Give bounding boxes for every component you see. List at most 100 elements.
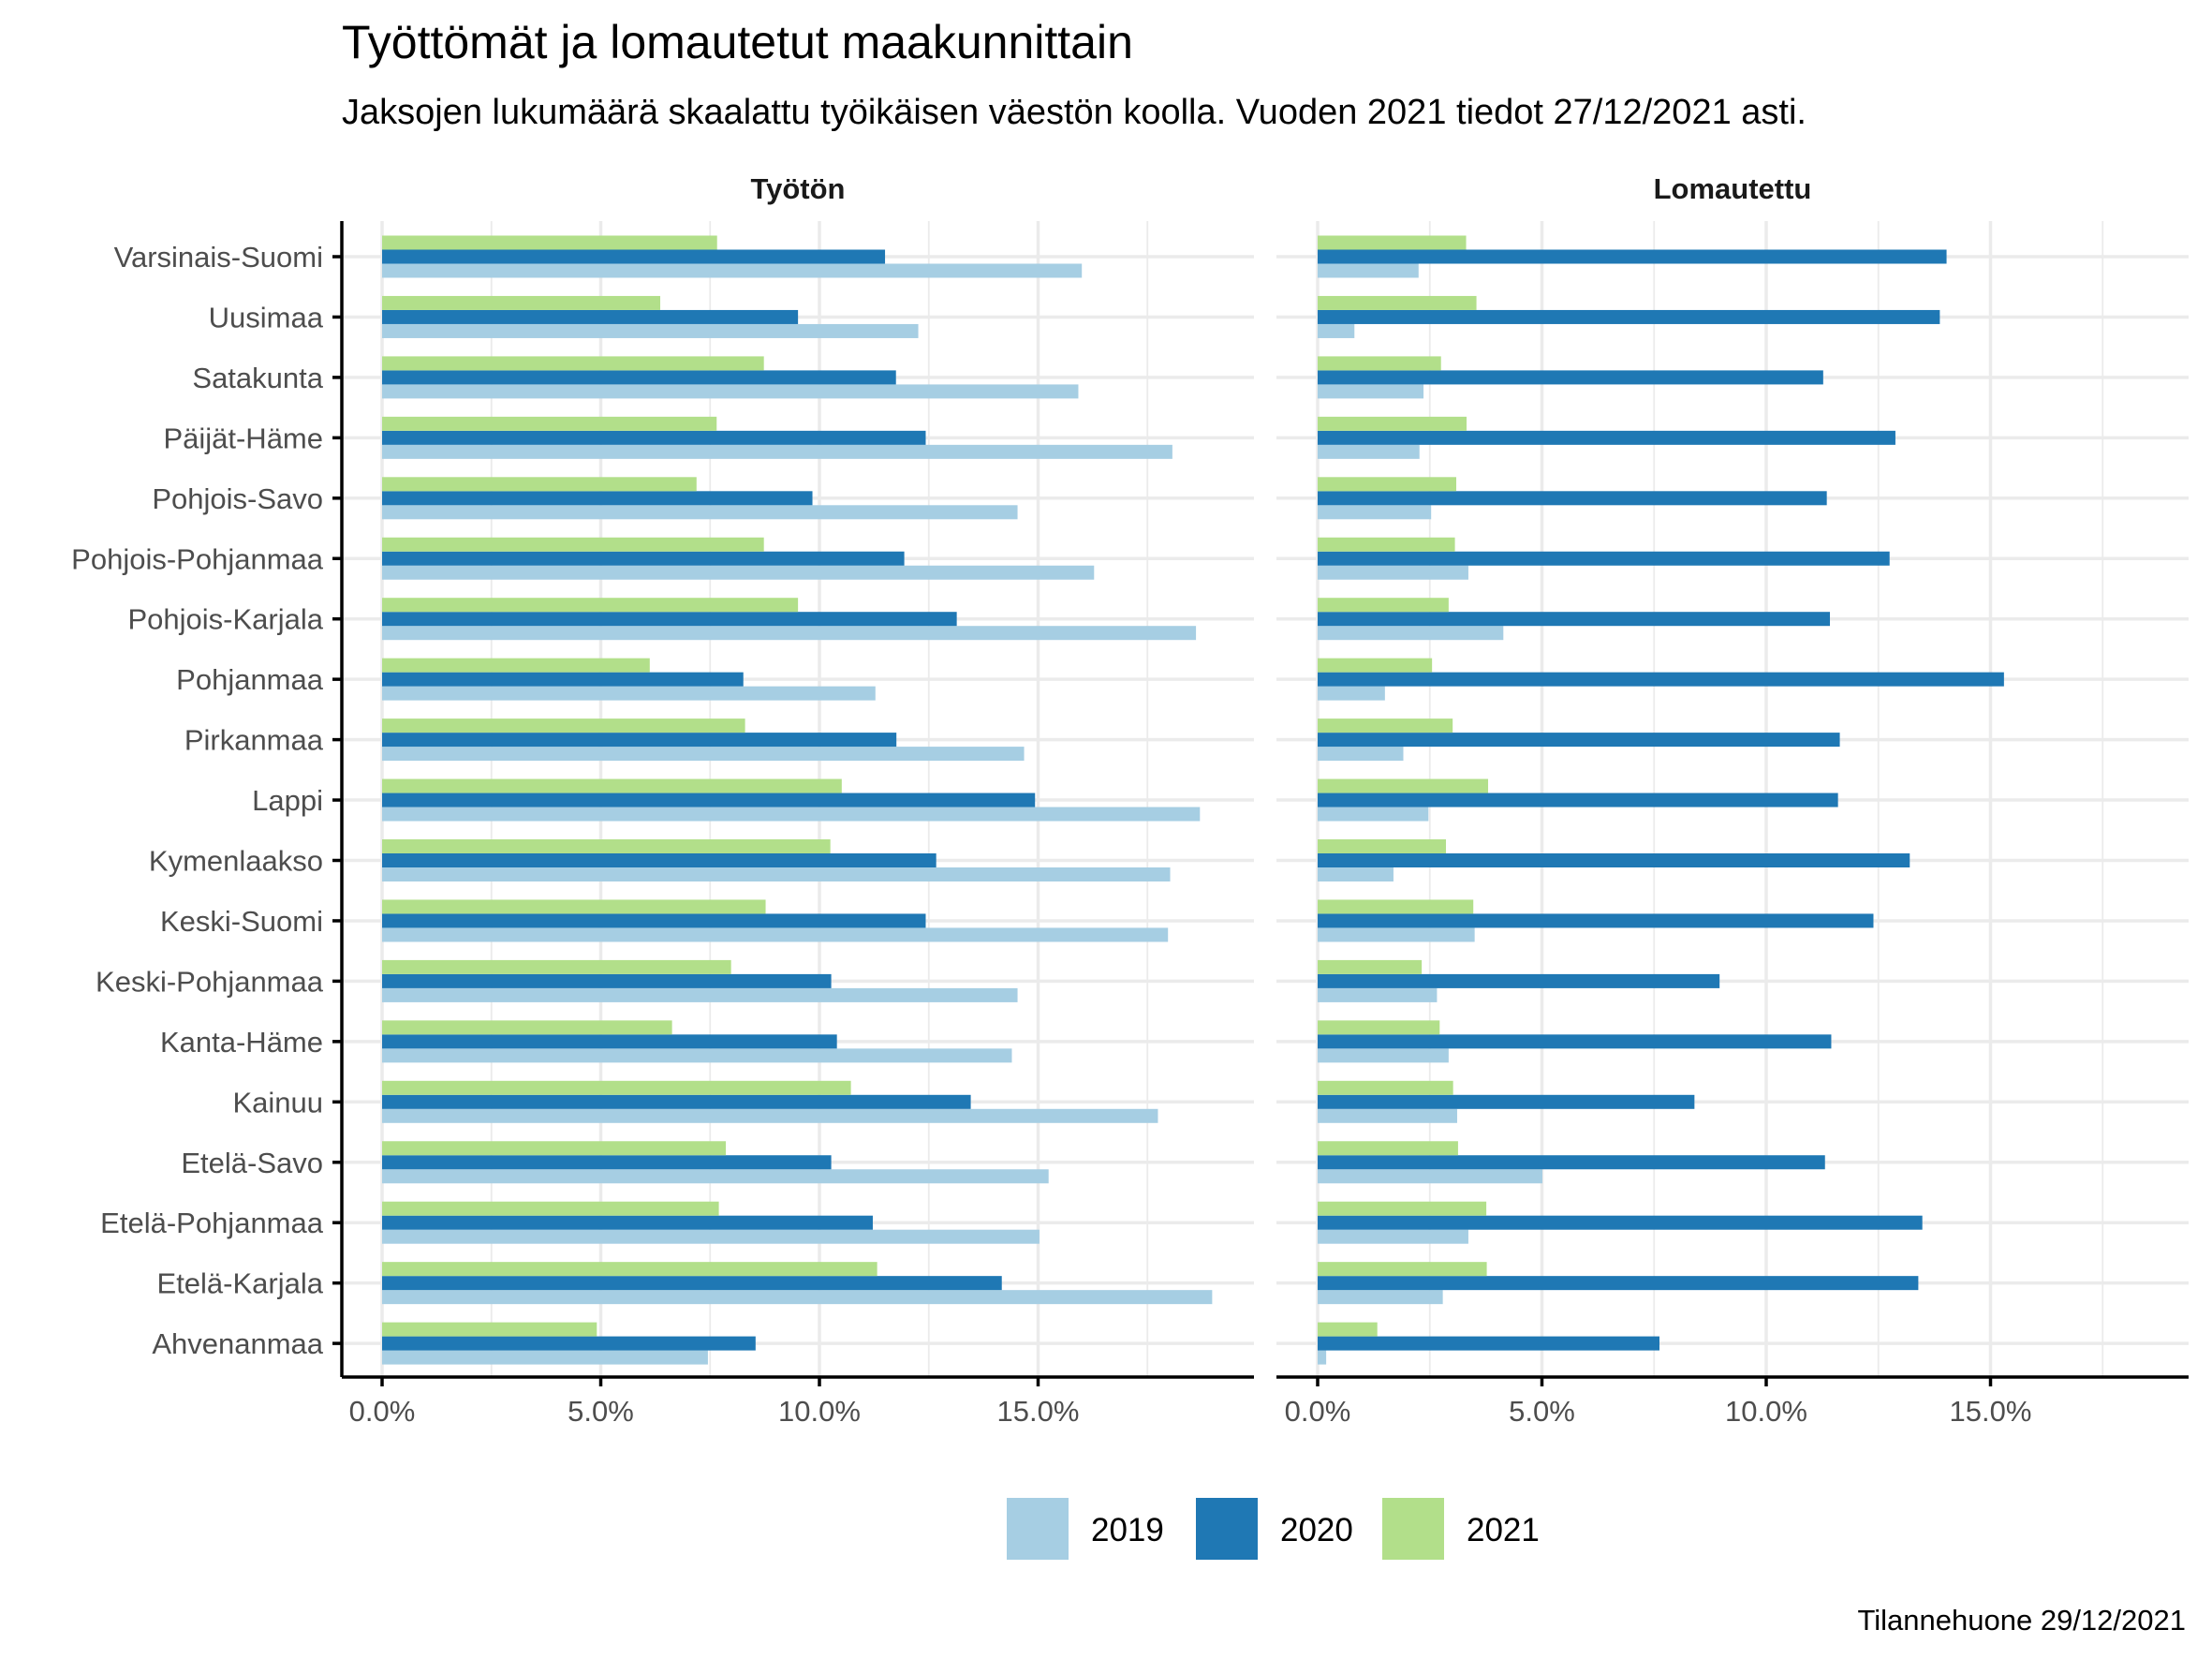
y-tick-label: Etelä-Karjala [157,1267,324,1300]
legend-label: 2021 [1467,1512,1540,1548]
bar-2021-Etelä-Savo [382,1141,727,1156]
bar-2020-Uusimaa [382,309,799,324]
bar-2020-Pohjois-Savo [1318,491,1827,506]
bar-2020-Pohjois-Pohjanmaa [1318,551,1890,566]
bar-2019-Pohjois-Karjala [382,626,1197,641]
bar-2020-Pohjanmaa [1318,672,2004,687]
series-2020 [382,249,1036,1351]
bar-2020-Uusimaa [1318,309,1940,324]
bar-2020-Kanta-Häme [382,1034,837,1049]
bar-2019-Satakunta [382,384,1079,399]
bar-2021-Kanta-Häme [382,1020,672,1035]
bar-2021-Lappi [382,778,842,793]
bar-2021-Lappi [1318,778,1489,793]
y-tick-label: Kainuu [232,1086,323,1118]
bar-2021-Keski-Suomi [382,899,766,914]
bar-2019-Keski-Pohjanmaa [1318,987,1438,1002]
bar-2021-Pohjois-Pohjanmaa [1318,537,1455,552]
bar-2020-Kainuu [1318,1094,1695,1109]
bar-2021-Uusimaa [382,295,661,310]
bar-2021-Kymenlaakso [1318,839,1446,853]
chart-subtitle: Jaksojen lukumäärä skaalattu työikäisen … [342,93,1806,132]
x-tick-label: 10.0% [1725,1395,1807,1428]
series-2021 [382,235,877,1337]
bar-2020-Varsinais-Suomi [1318,249,1947,264]
y-tick-label: Kymenlaakso [149,845,323,878]
bar-2021-Satakunta [1318,356,1441,371]
bar-2020-Satakunta [382,370,896,385]
y-tick-label: Pohjois-Savo [152,482,323,515]
bar-2019-Etelä-Karjala [382,1290,1213,1305]
bar-2020-Kymenlaakso [1318,853,1910,867]
bar-2021-Varsinais-Suomi [382,235,717,250]
bar-2019-Kainuu [1318,1108,1457,1123]
y-tick-label: Etelä-Pohjanmaa [100,1207,324,1239]
facet-label: Lomautettu [1654,172,1812,205]
bar-2021-Etelä-Savo [1318,1141,1458,1156]
bar-2019-Keski-Suomi [382,927,1169,942]
bar-2019-Päijät-Häme [382,444,1172,459]
panel-työtön: Työtön 0.0% 5.0% 10.0% 15.0% [340,172,1254,1428]
bar-2021-Etelä-Pohjanmaa [382,1201,719,1216]
bar-2021-Pohjanmaa [382,658,650,673]
y-tick-label: Uusimaa [209,301,324,333]
bar-2020-Kainuu [382,1094,971,1109]
bar-2019-Pohjanmaa [382,686,876,701]
bar-2021-Päijät-Häme [382,416,717,431]
bar-2020-Etelä-Karjala [1318,1276,1919,1291]
series-2019 [1318,263,1542,1365]
x-tick-label: 15.0% [1950,1395,2032,1428]
x-tick-label: 5.0% [568,1395,634,1428]
bar-2021-Satakunta [382,356,764,371]
y-tick-label: Varsinais-Suomi [114,241,323,274]
bar-2019-Kainuu [382,1108,1158,1123]
y-tick-label: Keski-Pohjanmaa [96,965,324,998]
bar-2019-Etelä-Karjala [1318,1290,1443,1305]
bar-2021-Varsinais-Suomi [1318,235,1467,250]
bar-2021-Pohjois-Karjala [382,598,799,613]
x-tick-label: 0.0% [1285,1395,1351,1428]
bar-2019-Etelä-Savo [382,1169,1049,1184]
bar-2019-Satakunta [1318,384,1424,399]
y-tick-label: Etelä-Savo [181,1147,323,1179]
bar-2020-Kymenlaakso [382,853,936,867]
bar-2021-Kainuu [1318,1080,1453,1095]
y-tick-label: Päijät-Häme [163,422,323,454]
legend-label: 2019 [1091,1512,1164,1548]
y-tick-label: Pohjois-Pohjanmaa [71,542,324,575]
series-2021 [1318,235,1489,1337]
bar-2021-Pohjanmaa [1318,658,1433,673]
bar-2020-Pohjois-Savo [382,491,813,506]
legend-item-2019: 2019 [1007,1498,1164,1560]
bar-2019-Kanta-Häme [1318,1048,1449,1063]
bar-2020-Etelä-Pohjanmaa [1318,1215,1923,1230]
bar-2020-Etelä-Savo [382,1155,832,1170]
legend: 2019 2020 2021 [1007,1498,1540,1560]
legend-key [1196,1498,1258,1560]
bar-2021-Pohjois-Savo [1318,477,1457,492]
bar-2021-Pohjois-Karjala [1318,598,1449,613]
bar-2021-Keski-Pohjanmaa [382,959,731,974]
bar-2021-Päijät-Häme [1318,416,1467,431]
bar-2021-Keski-Pohjanmaa [1318,959,1423,974]
x-tick-label: 5.0% [1509,1395,1575,1428]
bar-2021-Pohjois-Pohjanmaa [382,537,764,552]
bar-2020-Lappi [1318,792,1838,807]
bar-2019-Lappi [382,807,1201,822]
bar-2019-Etelä-Savo [1318,1169,1542,1184]
bar-2019-Päijät-Häme [1318,444,1420,459]
bar-2021-Etelä-Karjala [382,1262,877,1277]
x-tick-label: 10.0% [778,1395,861,1428]
bar-2019-Kymenlaakso [382,867,1171,881]
bar-2019-Kanta-Häme [382,1048,1012,1063]
y-tick-label: Lappi [252,784,323,817]
series-2019 [382,263,1213,1365]
bar-2021-Ahvenanmaa [382,1322,597,1337]
bar-2019-Kymenlaakso [1318,867,1394,881]
bar-2019-Uusimaa [1318,323,1355,338]
bar-2021-Pirkanmaa [1318,718,1453,733]
bar-2021-Keski-Suomi [1318,899,1474,914]
bar-2021-Pirkanmaa [382,718,745,733]
bar-2020-Lappi [382,792,1036,807]
bar-2019-Pohjois-Karjala [1318,626,1504,641]
